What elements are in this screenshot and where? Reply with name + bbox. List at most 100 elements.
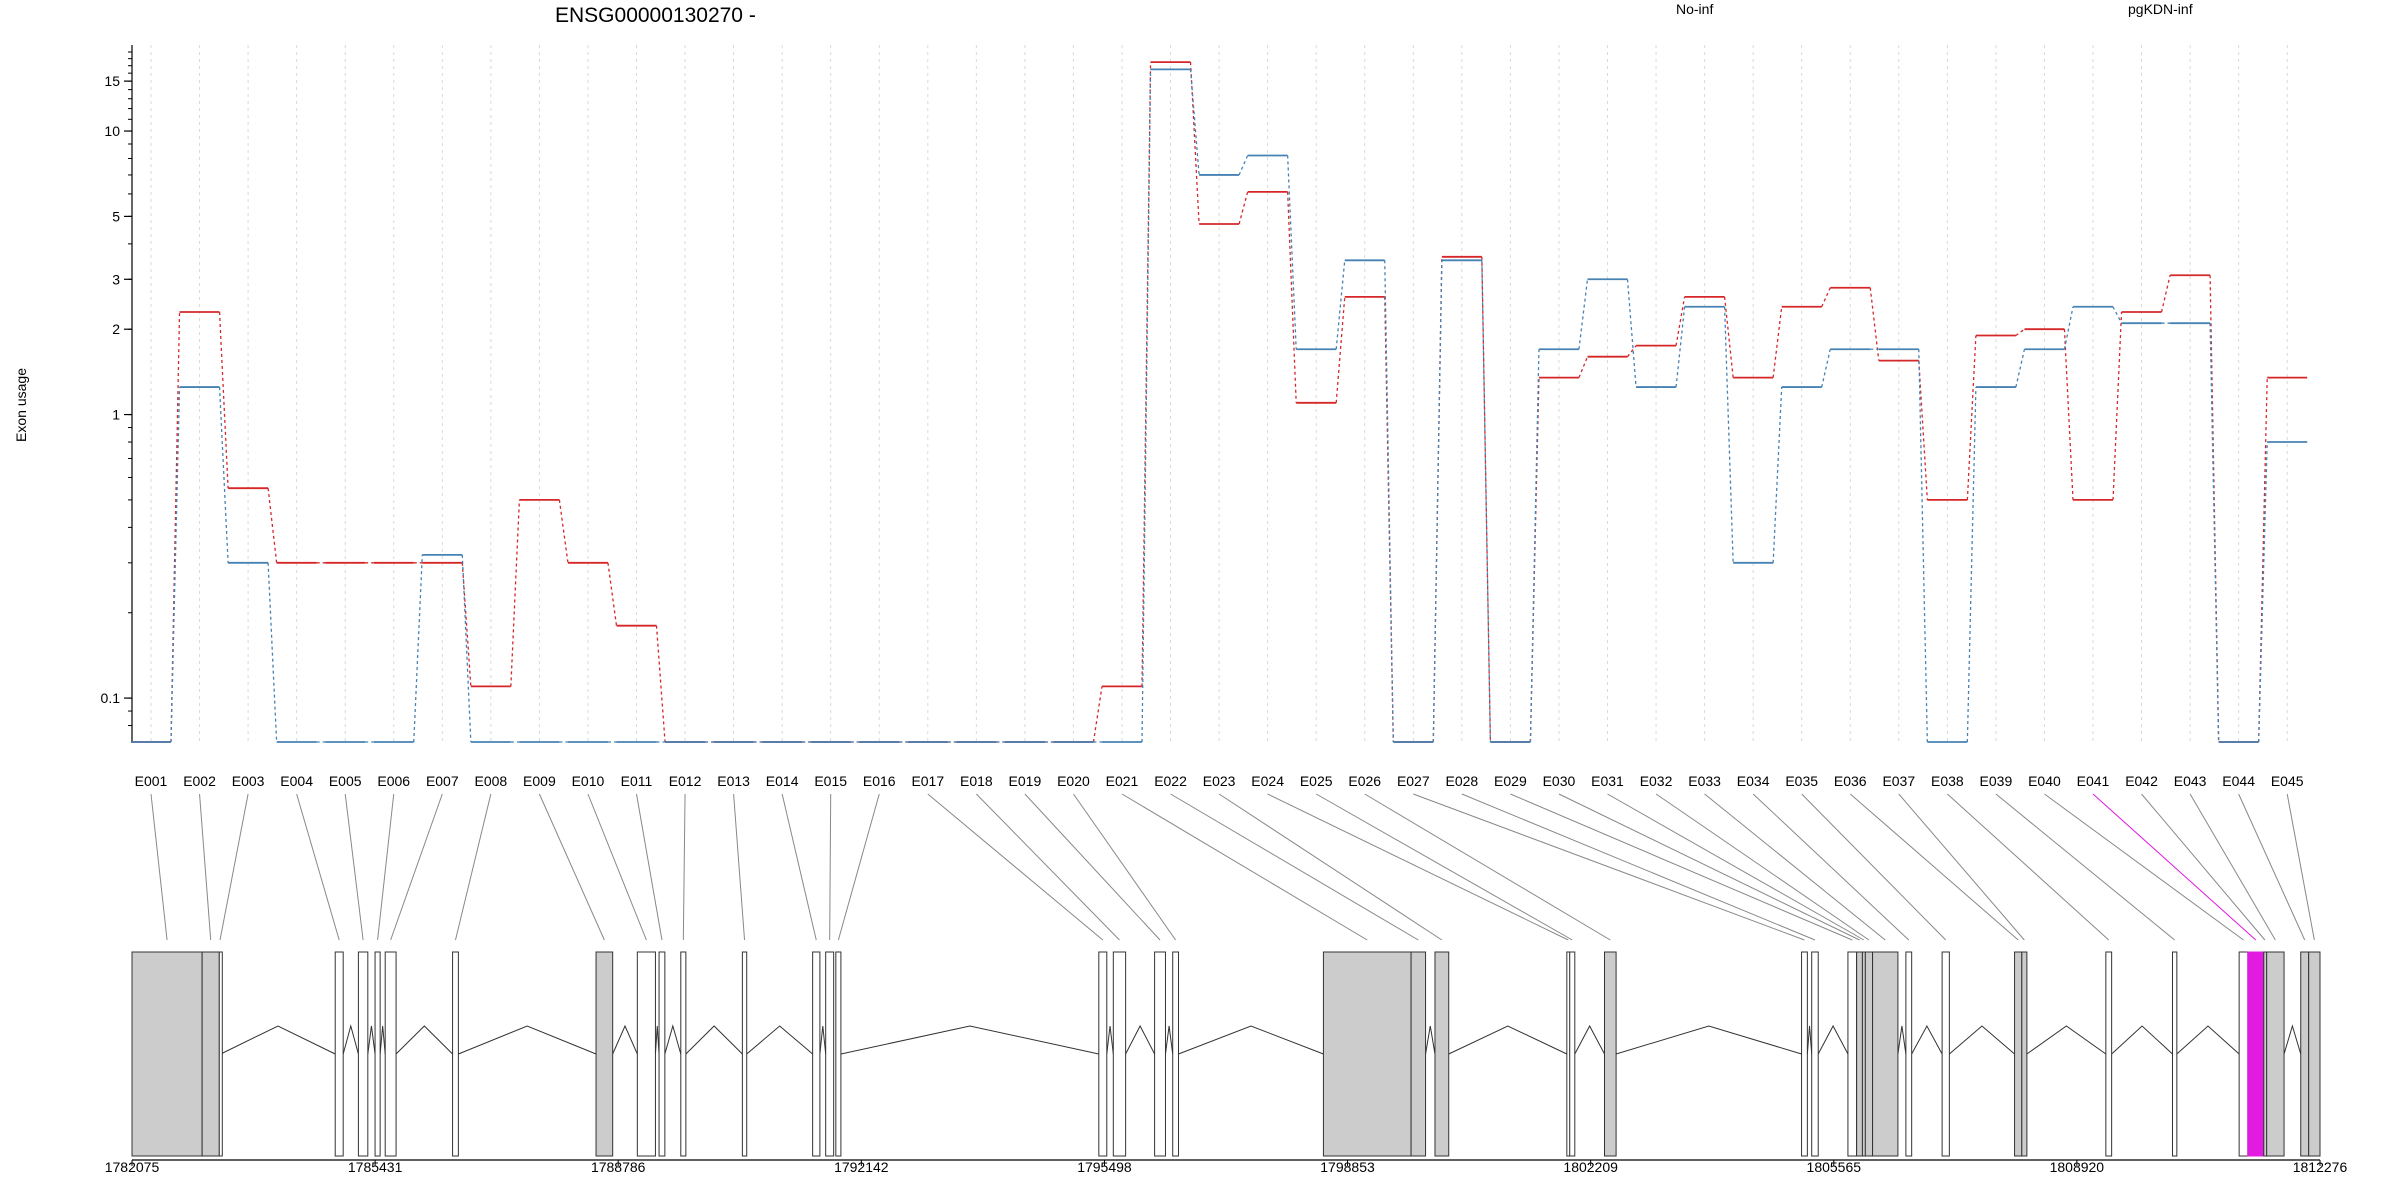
series-pgkdn-inf [131, 68, 2308, 743]
exon-label: E035 [1785, 773, 1818, 789]
series-connector [1821, 287, 1831, 308]
series-connector [2112, 311, 2123, 500]
series-connector [510, 499, 521, 687]
exon-label: E043 [2174, 773, 2207, 789]
intron [685, 1025, 743, 1055]
legend-no-inf: No-inf [1676, 1, 1713, 17]
exon-label: E031 [1591, 773, 1624, 789]
series-connector [2063, 306, 2074, 350]
intron [2283, 1024, 2302, 1055]
series-connector [1189, 62, 1200, 225]
exon-connector [682, 793, 686, 941]
exon-label: E030 [1543, 773, 1576, 789]
exon-connector [1121, 793, 1368, 941]
intron [1125, 1024, 1156, 1055]
exon-connector [1558, 793, 1860, 941]
chart-title: ENSG00000130270 - [555, 4, 756, 27]
series-connector [1578, 356, 1589, 378]
exon-connector [1024, 793, 1161, 941]
exon-box [2238, 951, 2249, 1157]
exon-box [1604, 951, 1617, 1157]
intron [342, 1024, 359, 1055]
exon-label: E019 [1009, 773, 1042, 789]
exon-box [131, 951, 203, 1157]
series-connector [2112, 306, 2123, 324]
exon-box [2014, 951, 2023, 1157]
exon-connector [1510, 793, 1853, 941]
exon-label: E034 [1737, 773, 1770, 789]
exon-box [636, 951, 656, 1157]
intron [220, 1025, 336, 1055]
exon-box [357, 951, 369, 1157]
exon-box [1172, 951, 1180, 1157]
exon-label: E008 [474, 773, 507, 789]
series-connector [218, 311, 229, 489]
exon-label: E013 [717, 773, 750, 789]
intron [2176, 1025, 2240, 1055]
exon-box [1864, 951, 1874, 1157]
series-lines [131, 61, 2308, 743]
exon-box [384, 951, 397, 1157]
series-connector [1723, 306, 1734, 563]
exon-box [1322, 951, 1412, 1157]
exon-label: E037 [1882, 773, 1915, 789]
exon-box [1434, 951, 1450, 1157]
intron [1178, 1025, 1324, 1055]
series-connector [2209, 323, 2220, 743]
grid-lines [150, 45, 2288, 742]
exon-label: E018 [960, 773, 993, 789]
genome-tick-label: 1795498 [1077, 1159, 1132, 1175]
exon-box [334, 951, 344, 1157]
genome-tick-label: 1812276 [2293, 1159, 2348, 1175]
exon-labels: E001 E002 E003 E004 E005 E006 E007 E008 E009 E010… [135, 773, 2304, 789]
exon-connector [781, 793, 817, 941]
series-connector [1481, 256, 1492, 743]
exon-connector [2044, 793, 2244, 941]
exon-label: E027 [1397, 773, 1430, 789]
exon-label: E003 [232, 773, 265, 789]
exon-label: E025 [1300, 773, 1333, 789]
series-connector [1918, 349, 1928, 743]
exon-connector [2238, 793, 2306, 941]
series-connector [1335, 296, 1346, 403]
exon-label: E005 [329, 773, 362, 789]
exon-label: E016 [863, 773, 896, 789]
exon-label: E010 [572, 773, 605, 789]
exon-connector [390, 793, 443, 941]
intron [2111, 1025, 2173, 1055]
exon-connector [1655, 793, 1870, 941]
exon-label: E022 [1154, 773, 1187, 789]
intron [1164, 1025, 1174, 1055]
series-connector [1287, 191, 1297, 403]
series-connector [2015, 328, 2025, 337]
y-axis: 0.1 1 2 3 5 10 15 [101, 45, 133, 742]
series-connector [1141, 69, 1152, 743]
exon-connector [587, 793, 647, 941]
exon-connector [927, 793, 1104, 941]
exon-box [1569, 951, 1576, 1157]
exon-connector [1364, 793, 1611, 941]
exon-box [2171, 951, 2178, 1157]
exon-connector [2092, 793, 2257, 941]
exon-label: E014 [766, 773, 799, 789]
exon-box [835, 951, 842, 1157]
exon-connector [2141, 793, 2266, 941]
exon-label: E015 [814, 773, 847, 789]
exon-connector [1801, 793, 1947, 941]
exon-label: E044 [2222, 773, 2255, 789]
exon-box [2308, 951, 2321, 1157]
y-tick-label: 2 [112, 321, 120, 337]
series-connector [267, 488, 278, 563]
series-connector [413, 554, 423, 743]
intron [819, 1025, 827, 1055]
exon-box [2266, 951, 2285, 1157]
intron [1448, 1025, 1568, 1055]
intron [654, 1025, 660, 1055]
exon-box [1856, 951, 1863, 1157]
series-connector [1481, 260, 1492, 743]
series-connector [1772, 387, 1783, 563]
intron [1817, 1024, 1849, 1055]
exon-connector [1947, 793, 2110, 941]
exon-box [658, 951, 666, 1157]
exon-label: E023 [1203, 773, 1236, 789]
